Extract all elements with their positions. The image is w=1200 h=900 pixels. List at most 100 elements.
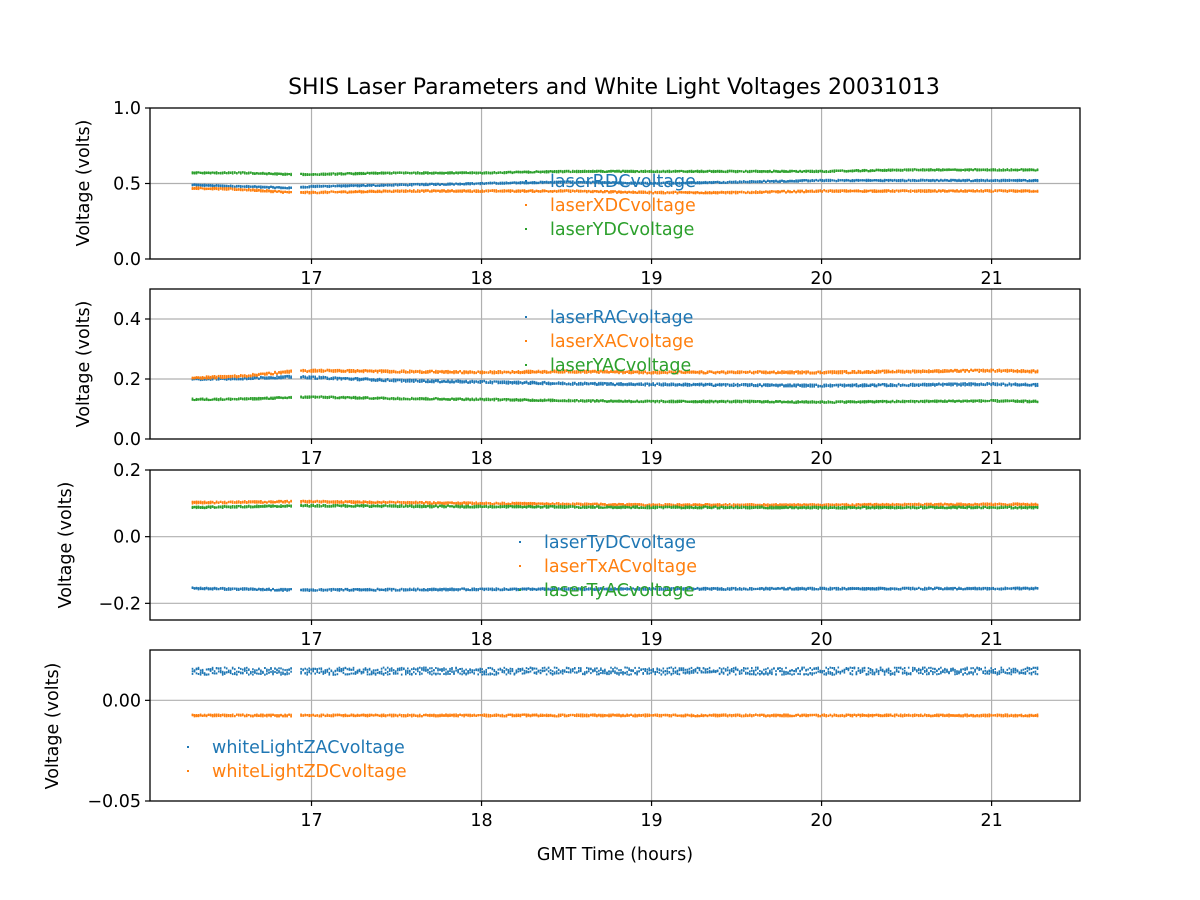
data-point xyxy=(924,190,926,193)
data-point xyxy=(537,181,540,184)
data-point xyxy=(545,170,548,173)
data-point xyxy=(853,169,856,172)
data-point xyxy=(674,182,677,185)
data-point xyxy=(290,186,292,189)
data-point xyxy=(596,382,598,385)
data-point xyxy=(497,380,500,383)
data-point xyxy=(596,180,598,183)
data-point xyxy=(557,382,560,385)
data-point xyxy=(980,383,982,386)
data-point xyxy=(690,171,693,173)
data-point xyxy=(628,182,630,185)
data-point xyxy=(350,190,353,193)
data-point xyxy=(366,184,369,187)
data-point xyxy=(831,190,834,193)
data-point xyxy=(745,170,747,173)
data-point xyxy=(749,180,751,183)
data-point xyxy=(964,382,966,385)
data-point xyxy=(519,181,522,184)
data-point xyxy=(561,383,564,386)
data-point xyxy=(318,191,321,194)
data-point xyxy=(740,180,743,183)
data-point xyxy=(710,192,713,195)
x-tick-label: 18 xyxy=(470,269,492,289)
data-point xyxy=(815,384,817,386)
data-point xyxy=(505,181,508,184)
data-point xyxy=(300,191,302,194)
data-point xyxy=(722,170,725,173)
data-point xyxy=(791,384,793,387)
data-point xyxy=(922,189,924,192)
data-point xyxy=(362,173,365,175)
data-point xyxy=(535,382,538,385)
data-point xyxy=(835,383,838,386)
data-point xyxy=(1004,178,1007,181)
data-point xyxy=(996,382,999,385)
data-point xyxy=(704,170,707,173)
data-point xyxy=(934,168,936,171)
data-point xyxy=(497,182,500,185)
data-point xyxy=(700,383,703,386)
data-point xyxy=(926,190,928,193)
data-point xyxy=(491,172,494,175)
data-point xyxy=(565,169,568,172)
data-point xyxy=(503,381,506,384)
data-point xyxy=(348,378,351,381)
data-point xyxy=(487,381,490,384)
data-point xyxy=(690,191,693,194)
data-point xyxy=(1000,382,1003,385)
data-point xyxy=(696,182,699,184)
data-point xyxy=(413,183,415,185)
data-point xyxy=(960,190,962,193)
data-point xyxy=(578,181,580,184)
data-point xyxy=(300,172,302,175)
data-point xyxy=(879,169,882,172)
data-point xyxy=(791,180,793,183)
data-point xyxy=(734,170,737,173)
data-point xyxy=(282,186,284,189)
data-point xyxy=(569,382,572,385)
data-point xyxy=(817,179,819,182)
data-point xyxy=(873,190,876,193)
data-point xyxy=(467,172,469,174)
data-point xyxy=(1026,189,1029,192)
data-point xyxy=(396,183,399,186)
data-point xyxy=(437,172,439,175)
data-point xyxy=(302,186,304,189)
data-point xyxy=(736,181,739,184)
data-point xyxy=(755,384,757,386)
data-point xyxy=(958,168,960,171)
data-point xyxy=(813,385,815,388)
data-point xyxy=(773,384,775,387)
data-point xyxy=(658,170,661,173)
data-point xyxy=(598,170,600,173)
data-point xyxy=(324,191,327,194)
data-point xyxy=(459,381,461,384)
data-point xyxy=(511,382,514,385)
data-point xyxy=(382,189,385,192)
data-point xyxy=(368,190,371,193)
data-point xyxy=(676,182,679,185)
data-point xyxy=(487,171,490,174)
data-point xyxy=(763,170,765,172)
data-point xyxy=(610,169,612,172)
data-point xyxy=(557,181,560,184)
data-point xyxy=(322,173,325,176)
data-point xyxy=(954,190,956,193)
data-point xyxy=(1008,169,1011,172)
data-point xyxy=(302,375,304,378)
data-point xyxy=(763,383,765,386)
data-point xyxy=(405,190,407,193)
data-point xyxy=(258,185,260,188)
data-point xyxy=(656,191,658,194)
data-point xyxy=(463,381,465,384)
data-point xyxy=(938,189,940,192)
data-point xyxy=(240,185,242,188)
data-point xyxy=(473,182,475,185)
data-point xyxy=(258,172,260,175)
data-point xyxy=(513,190,516,193)
data-point xyxy=(1002,169,1005,172)
data-point xyxy=(664,192,667,195)
data-point xyxy=(433,171,435,174)
data-point xyxy=(286,375,288,377)
